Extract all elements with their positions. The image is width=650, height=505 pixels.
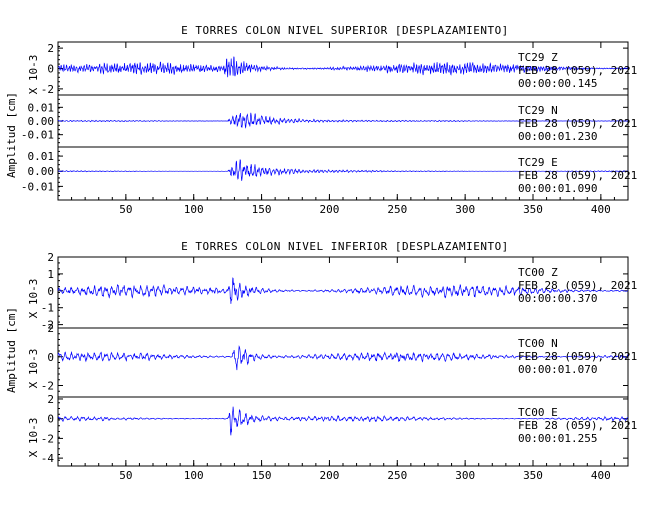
x-tick-label: 350 xyxy=(523,469,543,482)
station-component-label: TC00 Z xyxy=(518,266,558,279)
y-tick-label: 1 xyxy=(47,268,54,281)
time-label: 00:00:01.090 xyxy=(518,182,597,195)
y-tick-label: -2 xyxy=(41,83,54,96)
y-multiplier-label: X 10-3 xyxy=(27,279,40,319)
x-tick-label: 200 xyxy=(319,203,339,216)
date-label: FEB 28 (059), 2021 xyxy=(518,419,637,432)
time-label: 00:00:01.255 xyxy=(518,432,597,445)
y-tick-label: 0.00 xyxy=(28,115,55,128)
station-component-label: TC00 N xyxy=(518,337,558,350)
y-tick-label: -4 xyxy=(41,452,55,465)
station-component-label: TC29 Z xyxy=(518,51,558,64)
time-label: 00:00:01.070 xyxy=(518,363,597,376)
station-component-label: TC00 E xyxy=(518,406,558,419)
date-label: FEB 28 (059), 2021 xyxy=(518,117,637,130)
x-tick-label: 300 xyxy=(455,203,475,216)
x-tick-label: 400 xyxy=(591,203,611,216)
y-tick-label: 0 xyxy=(47,413,54,426)
y-tick-label: -0.01 xyxy=(21,129,54,142)
time-label: 00:00:00.370 xyxy=(518,292,597,305)
y-tick-label: -2 xyxy=(41,319,54,332)
y-axis-label-superior: Amplitud [cm] xyxy=(5,92,18,178)
y-multiplier-label: X 10-3 xyxy=(27,418,40,458)
waveform-trace-tc00-e xyxy=(57,406,629,436)
date-label: FEB 28 (059), 2021 xyxy=(518,64,637,77)
y-tick-label: 0.01 xyxy=(28,150,55,163)
x-tick-label: 350 xyxy=(523,203,543,216)
y-tick-label: -0.01 xyxy=(21,180,54,193)
waveform-trace-tc29-e xyxy=(58,159,629,181)
x-tick-label: 150 xyxy=(252,469,272,482)
y-tick-label: 2 xyxy=(47,251,54,264)
y-tick-label: -2 xyxy=(41,380,54,393)
chart-title-superior: E TORRES COLON NIVEL SUPERIOR [DESPLAZAM… xyxy=(181,24,509,37)
y-tick-label: 0 xyxy=(47,63,54,76)
x-tick-label: 50 xyxy=(119,469,132,482)
x-tick-label: 200 xyxy=(319,469,339,482)
waveform-trace-tc29-n xyxy=(57,112,628,129)
y-tick-label: -1 xyxy=(41,302,54,315)
date-label: FEB 28 (059), 2021 xyxy=(518,350,637,363)
date-label: FEB 28 (059), 2021 xyxy=(518,169,637,182)
x-tick-label: 300 xyxy=(455,469,475,482)
x-tick-label: 100 xyxy=(184,203,204,216)
y-tick-label: 0.00 xyxy=(28,165,55,178)
y-tick-label: -2 xyxy=(41,432,54,445)
waveform-trace-tc00-z xyxy=(57,277,629,304)
y-tick-label: 0 xyxy=(47,285,54,298)
y-tick-label: 2 xyxy=(47,322,54,335)
waveform-trace-tc00-n xyxy=(57,345,629,371)
y-tick-label: 2 xyxy=(47,393,54,406)
y-multiplier-label: X 10-3 xyxy=(27,349,40,389)
x-tick-label: 250 xyxy=(387,203,407,216)
y-tick-label: 2 xyxy=(47,42,54,55)
y-multiplier-label: X 10-3 xyxy=(27,55,40,95)
x-tick-label: 150 xyxy=(252,203,272,216)
time-label: 00:00:01.230 xyxy=(518,130,597,143)
x-tick-label: 50 xyxy=(119,203,132,216)
y-tick-label: 0 xyxy=(47,351,54,364)
station-component-label: TC29 E xyxy=(518,156,558,169)
y-tick-label: 0.01 xyxy=(28,101,55,114)
time-label: 00:00:00.145 xyxy=(518,77,597,90)
chart-title-inferior: E TORRES COLON NIVEL INFERIOR [DESPLAZAM… xyxy=(181,240,509,253)
x-tick-label: 250 xyxy=(387,469,407,482)
x-tick-label: 100 xyxy=(184,469,204,482)
x-tick-label: 400 xyxy=(591,469,611,482)
date-label: FEB 28 (059), 2021 xyxy=(518,279,637,292)
station-component-label: TC29 N xyxy=(518,104,558,117)
y-axis-label-inferior: Amplitud [cm] xyxy=(5,307,18,393)
waveform-trace-tc29-z xyxy=(57,56,629,78)
